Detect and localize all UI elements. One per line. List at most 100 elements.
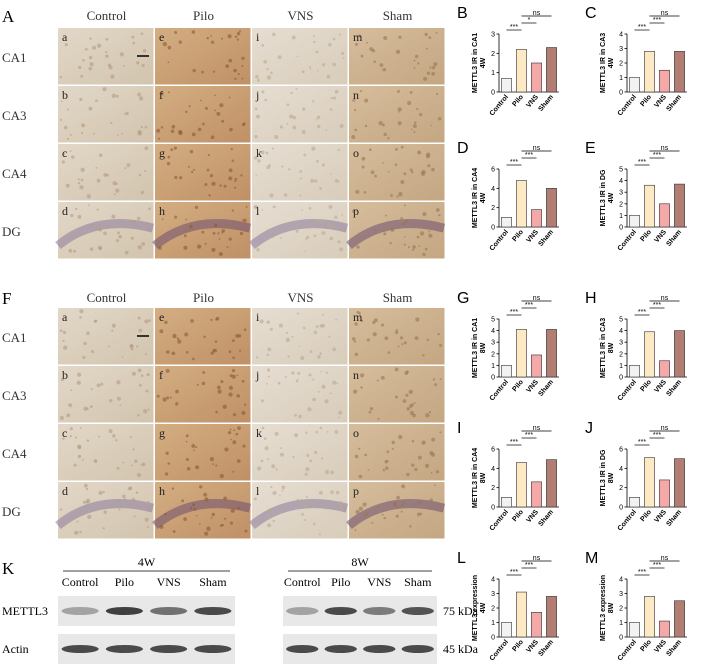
y-tick-label: 1 bbox=[491, 363, 495, 370]
cell-texture bbox=[140, 463, 143, 466]
cell-texture bbox=[328, 204, 333, 209]
cell-texture bbox=[404, 235, 406, 238]
cell-texture bbox=[212, 70, 216, 73]
cell-texture bbox=[329, 236, 334, 241]
cell-texture bbox=[103, 510, 108, 514]
cell-texture bbox=[428, 233, 433, 238]
micrograph bbox=[58, 366, 154, 423]
cell-texture bbox=[178, 131, 183, 136]
bar bbox=[516, 591, 527, 638]
significance-label: *** bbox=[638, 159, 646, 166]
cell-texture bbox=[223, 184, 227, 188]
cell-texture bbox=[301, 512, 305, 516]
y-tick-label: 2 bbox=[491, 606, 495, 613]
bar bbox=[674, 330, 685, 378]
cell-texture bbox=[236, 31, 241, 36]
cell-texture bbox=[121, 132, 124, 135]
cell-texture bbox=[206, 168, 210, 172]
cell-texture bbox=[292, 456, 295, 459]
cell-texture bbox=[336, 382, 339, 385]
cell-texture bbox=[308, 207, 312, 210]
granule-layer bbox=[346, 499, 446, 530]
bar bbox=[644, 331, 655, 378]
cell-texture bbox=[411, 463, 415, 467]
cell-texture bbox=[131, 464, 133, 467]
significance-label: * bbox=[528, 17, 531, 24]
granule-layer bbox=[152, 219, 252, 250]
cell-texture bbox=[329, 108, 333, 111]
panel-letter: C bbox=[585, 5, 597, 22]
cell-letter: b bbox=[62, 88, 68, 102]
y-axis-label: METTL3 IR in CA3 bbox=[600, 318, 607, 378]
cell-texture bbox=[237, 426, 241, 431]
cell-texture bbox=[304, 431, 308, 434]
cell-texture bbox=[317, 390, 320, 393]
cell-texture bbox=[194, 205, 199, 209]
cell-texture bbox=[366, 42, 369, 44]
cell-texture bbox=[272, 32, 276, 37]
cell-texture bbox=[409, 410, 414, 416]
cell-texture bbox=[88, 106, 93, 111]
cell-texture bbox=[423, 76, 428, 81]
cell-texture bbox=[236, 394, 240, 398]
cell-texture bbox=[417, 455, 422, 460]
cell-texture bbox=[141, 63, 145, 68]
cell-texture bbox=[141, 462, 146, 467]
cell-texture bbox=[63, 152, 66, 155]
cell-texture bbox=[105, 54, 109, 59]
y-tick-label: 2 bbox=[491, 351, 495, 358]
cell-texture bbox=[328, 43, 332, 47]
cell-texture bbox=[86, 439, 90, 442]
cell-texture bbox=[77, 178, 80, 181]
cell-texture bbox=[59, 416, 64, 420]
cell-texture bbox=[218, 252, 223, 257]
blot-band bbox=[401, 607, 434, 615]
cell-texture bbox=[291, 35, 296, 40]
lane-label: VNS bbox=[157, 575, 181, 589]
bar bbox=[516, 329, 527, 378]
significance-label: *** bbox=[653, 562, 661, 569]
cell-texture bbox=[419, 113, 423, 117]
cell-texture bbox=[199, 99, 202, 102]
cell-texture bbox=[217, 389, 222, 394]
cell-texture bbox=[144, 353, 147, 356]
cell-texture bbox=[88, 204, 90, 207]
cell-texture bbox=[119, 404, 122, 407]
cell-texture bbox=[159, 525, 164, 529]
cell-texture bbox=[228, 392, 233, 397]
cell-texture bbox=[387, 170, 390, 173]
cell-texture bbox=[266, 75, 272, 80]
cell-texture bbox=[162, 41, 167, 47]
cell-texture bbox=[321, 163, 325, 167]
cell-texture bbox=[214, 94, 216, 97]
cell-texture bbox=[82, 59, 85, 62]
cell-texture bbox=[384, 336, 389, 341]
cell-texture bbox=[223, 517, 227, 520]
cell-texture bbox=[189, 149, 194, 154]
panel-letter: D bbox=[457, 140, 469, 157]
cell-texture bbox=[224, 447, 229, 452]
cell-texture bbox=[414, 336, 419, 341]
cell-texture bbox=[417, 62, 420, 65]
cell-texture bbox=[62, 437, 65, 440]
y-tick-label: 4 bbox=[619, 178, 623, 185]
cell-texture bbox=[400, 510, 403, 513]
cell-texture bbox=[301, 209, 303, 211]
cell-letter: k bbox=[256, 146, 262, 160]
cell-texture bbox=[397, 121, 402, 126]
cell-texture bbox=[93, 132, 96, 135]
cell-texture bbox=[372, 320, 376, 325]
cell-texture bbox=[242, 444, 246, 448]
cell-texture bbox=[378, 120, 383, 126]
cell-texture bbox=[236, 38, 240, 41]
cell-texture bbox=[291, 335, 294, 338]
y-axis-label: 8W bbox=[480, 472, 487, 483]
cell-texture bbox=[291, 371, 295, 375]
micrograph bbox=[155, 482, 251, 539]
cell-texture bbox=[160, 126, 164, 129]
cell-texture bbox=[82, 500, 87, 504]
group-label: 8W bbox=[351, 555, 369, 569]
cell-texture bbox=[319, 187, 322, 190]
cell-texture bbox=[396, 495, 400, 500]
cell-texture bbox=[309, 459, 313, 463]
